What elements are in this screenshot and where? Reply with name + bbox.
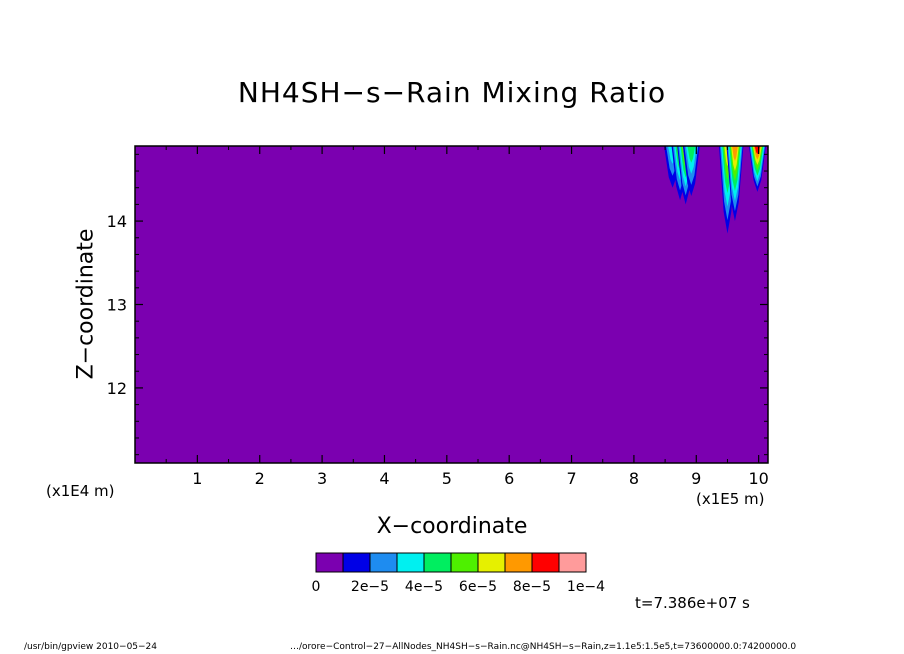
- x-tick-label-5: 5: [442, 469, 452, 488]
- x-tick-label-2: 2: [255, 469, 265, 488]
- colorbar-swatch-5: [450, 552, 479, 573]
- x-tick-label-8: 8: [629, 469, 639, 488]
- colorbar-swatch-7: [504, 552, 533, 573]
- rain-feature-5-level-7: [732, 146, 738, 162]
- plot-background: [135, 146, 768, 463]
- y-tick-label-14: 14: [107, 212, 127, 231]
- x-tick-label-6: 6: [504, 469, 514, 488]
- colorbar-swatch-9: [558, 552, 587, 573]
- colorbar-swatch-6: [477, 552, 506, 573]
- colorbar-label-2: 4e−5: [405, 579, 443, 595]
- x-tick-label-10: 10: [748, 469, 768, 488]
- rain-feature-3: [682, 146, 700, 197]
- x-tick-label-4: 4: [379, 469, 389, 488]
- colorbar-swatch-8: [531, 552, 560, 573]
- x-tick-label-7: 7: [566, 469, 576, 488]
- x-tick-label-3: 3: [317, 469, 327, 488]
- x-scale-label: (x1E5 m): [696, 490, 765, 508]
- chart-title: NH4SH−s−Rain Mixing Ratio: [237, 76, 667, 109]
- time-label: t=7.386e+07 s: [635, 594, 750, 612]
- colorbar-swatch-1: [342, 552, 371, 573]
- colorbar-label-1: 2e−5: [351, 579, 389, 595]
- colorbar-label-0: 0: [312, 579, 321, 595]
- y-tick-label-12: 12: [107, 379, 127, 398]
- colorbar-label-5: 1e−4: [567, 579, 605, 595]
- footer-program-date: /usr/bin/gpview 2010−05−24: [24, 642, 158, 652]
- colorbar-swatch-2: [369, 552, 398, 573]
- rain-feature-5: [726, 146, 744, 222]
- x-tick-label-9: 9: [691, 469, 701, 488]
- colorbar-swatch-4: [423, 552, 452, 573]
- y-scale-label: (x1E4 m): [46, 482, 115, 500]
- colorbar-swatch-0: [315, 552, 344, 573]
- colorbar-swatch-3: [396, 552, 425, 573]
- footer-source-path: …/orore−Control−27−AllNodes_NH4SH−s−Rain…: [290, 642, 797, 652]
- colorbar-label-3: 6e−5: [459, 579, 497, 595]
- x-axis-label: X−coordinate: [376, 514, 528, 539]
- colorbar-label-4: 8e−5: [513, 579, 551, 595]
- rain-feature-3-level-4: [687, 146, 696, 163]
- y-tick-label-13: 13: [107, 296, 127, 315]
- x-tick-label-1: 1: [192, 469, 202, 488]
